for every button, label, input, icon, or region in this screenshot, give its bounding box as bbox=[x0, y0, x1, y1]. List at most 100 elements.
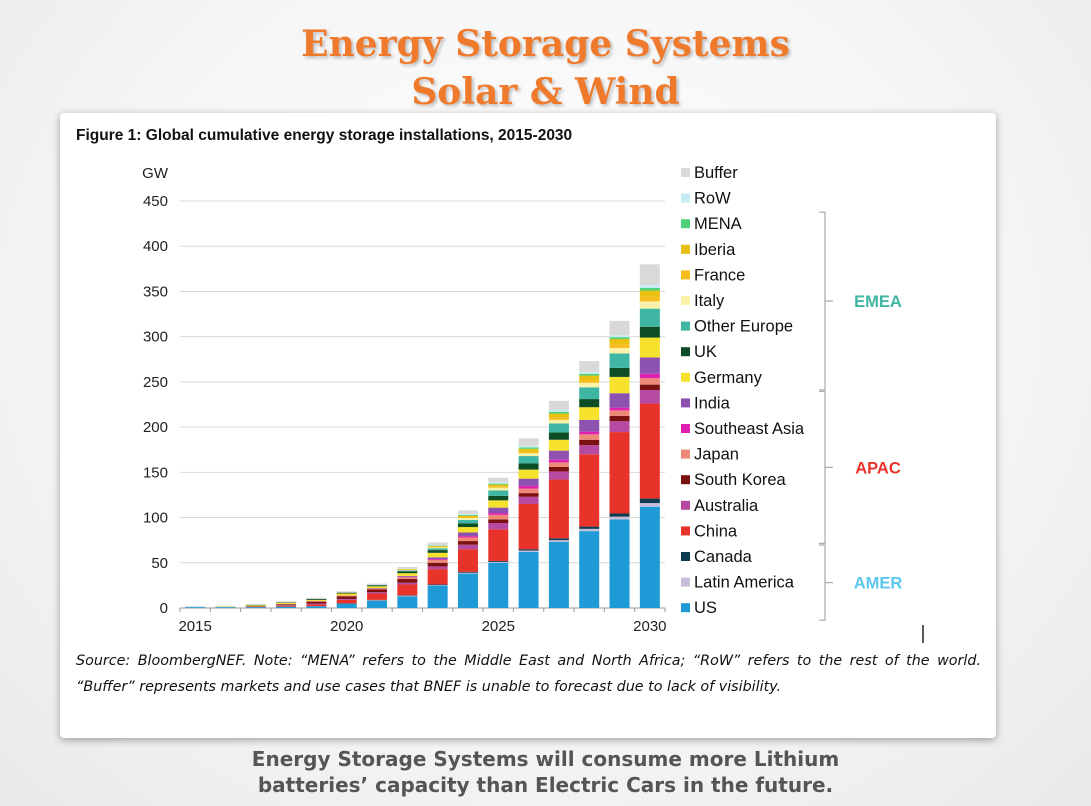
bar-segment-canada bbox=[609, 513, 630, 517]
bar-segment-buffer bbox=[548, 400, 569, 410]
bar-segment-south-korea bbox=[367, 589, 388, 593]
bar-segment-china bbox=[457, 549, 478, 572]
bar-segment-canada bbox=[548, 538, 569, 541]
bar-segment-us bbox=[306, 606, 327, 608]
legend-swatch bbox=[681, 475, 690, 485]
bar-segment-mena bbox=[518, 447, 539, 449]
bar-segment-us bbox=[367, 600, 388, 608]
bar-segment-latin-america bbox=[579, 528, 600, 532]
bar-segment-us bbox=[548, 541, 569, 608]
bar-segment-other-europe bbox=[427, 548, 448, 551]
bar-segment-latin-america bbox=[457, 572, 478, 574]
bar-segment-canada bbox=[579, 526, 600, 529]
bar-segment-france bbox=[579, 380, 600, 383]
legend-swatch bbox=[681, 219, 690, 229]
group-label: AMER bbox=[854, 575, 903, 593]
bar-segment-italy bbox=[579, 382, 600, 388]
bar-segment-buffer bbox=[215, 605, 236, 607]
y-axis-label: GW bbox=[142, 165, 169, 182]
bar-segment-australia bbox=[518, 496, 539, 504]
legend-label: Iberia bbox=[694, 241, 736, 259]
bar-segment-south-korea bbox=[427, 562, 448, 567]
x-tick-label: 2020 bbox=[330, 618, 363, 635]
slide-title-line1: Energy Storage Systems bbox=[301, 23, 790, 65]
bar-segment-latin-america bbox=[518, 550, 539, 552]
bar-segment-mena bbox=[639, 287, 660, 291]
y-tick-label: 250 bbox=[143, 374, 168, 391]
bar-segment-uk bbox=[306, 598, 327, 600]
legend-swatch bbox=[681, 296, 690, 305]
group-bracket bbox=[819, 390, 826, 544]
bar-segment-australia bbox=[488, 522, 509, 530]
bar-segment-china bbox=[548, 479, 569, 539]
slide-caption-line1: Energy Storage Systems will consume more… bbox=[251, 747, 840, 771]
bar-segment-china bbox=[336, 599, 357, 604]
bar-segment-india bbox=[518, 478, 539, 486]
bar-segment-us bbox=[609, 519, 630, 608]
legend-swatch bbox=[681, 500, 690, 510]
bar-segment-france bbox=[488, 486, 509, 488]
bar-segment-buffer bbox=[397, 566, 418, 569]
bar-segment-china bbox=[306, 604, 327, 607]
bar-segment-china bbox=[427, 569, 448, 585]
slide-title-line2: Solar & Wind bbox=[411, 71, 680, 113]
bar-segment-us bbox=[336, 603, 357, 608]
bar-segment-us bbox=[579, 531, 600, 608]
group-bracket bbox=[819, 544, 826, 621]
bar-segment-buffer bbox=[245, 603, 266, 605]
bar-segment-other-europe bbox=[518, 456, 539, 464]
bar-segment-canada bbox=[518, 549, 539, 551]
legend-label: Canada bbox=[694, 548, 753, 566]
bar-segment-iberia bbox=[518, 448, 539, 452]
legend-label: China bbox=[694, 522, 738, 540]
bar-segment-france bbox=[457, 517, 478, 519]
legend-label: RoW bbox=[694, 190, 731, 208]
bar-segment-uk bbox=[488, 495, 509, 501]
bar-segment-iberia bbox=[609, 338, 630, 345]
bar-segment-japan bbox=[457, 537, 478, 542]
bar-segment-japan bbox=[336, 595, 357, 597]
bar-segment-india bbox=[639, 357, 660, 374]
bar-segment-germany bbox=[276, 603, 297, 604]
bar-segment-australia bbox=[397, 582, 418, 585]
legend-swatch bbox=[681, 244, 690, 254]
bar-segment-row bbox=[639, 285, 660, 288]
bar-segment-buffer bbox=[579, 361, 600, 372]
bar-segment-china bbox=[367, 593, 388, 600]
legend-label: Latin America bbox=[694, 574, 795, 592]
bar-segment-south-korea bbox=[457, 541, 478, 545]
y-tick-label: 50 bbox=[151, 555, 168, 572]
bar-segment-southeast-asia bbox=[639, 373, 660, 379]
legend-swatch bbox=[681, 424, 690, 433]
bar-segment-australia bbox=[427, 566, 448, 570]
legend-swatch bbox=[681, 193, 690, 203]
bar-segment-germany bbox=[548, 439, 569, 451]
bar-segment-germany bbox=[457, 527, 478, 533]
bar-segment-australia bbox=[579, 445, 600, 455]
bar-segment-other-europe bbox=[488, 490, 509, 496]
bar-segment-china bbox=[488, 529, 509, 561]
legend-swatch bbox=[681, 603, 690, 613]
bar-segment-germany bbox=[245, 605, 266, 607]
legend-swatch bbox=[681, 552, 690, 561]
bar-segment-germany bbox=[397, 573, 418, 576]
y-tick-label: 0 bbox=[160, 600, 168, 617]
bar-segment-south-korea bbox=[518, 493, 539, 497]
bar-segment-row bbox=[518, 445, 539, 448]
bar-segment-uk bbox=[609, 367, 630, 377]
bar-segment-us bbox=[518, 551, 539, 608]
bar-segment-uk bbox=[579, 399, 600, 408]
bar-segment-australia bbox=[367, 592, 388, 594]
bar-segment-japan bbox=[579, 434, 600, 440]
bar-segment-buffer bbox=[306, 597, 327, 599]
bar-segment-australia bbox=[609, 421, 630, 433]
legend-label: UK bbox=[694, 343, 717, 361]
bar-segment-india bbox=[397, 575, 418, 577]
bar-segment-italy bbox=[457, 518, 478, 520]
bar-segment-south-korea bbox=[336, 596, 357, 599]
bar-segment-south-korea bbox=[639, 384, 660, 391]
bar-segment-italy bbox=[488, 487, 509, 491]
bar-segment-buffer bbox=[488, 477, 509, 483]
bar-segment-south-korea bbox=[488, 519, 509, 523]
bar-segment-india bbox=[579, 419, 600, 432]
